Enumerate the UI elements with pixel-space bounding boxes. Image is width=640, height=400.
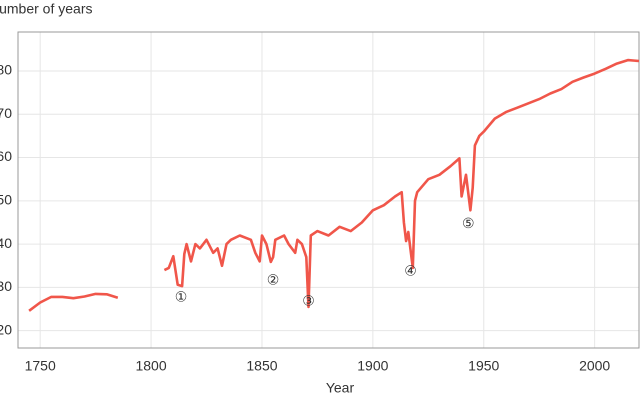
y-tick-label: 70 [0,105,12,121]
x-tick-label: 1800 [135,358,166,374]
plot-frame [17,31,640,349]
chart-title: Number of years [0,1,92,17]
annotation: ④ [404,263,417,279]
x-tick-label: 1900 [357,358,388,374]
y-tick-label: 30 [0,278,12,294]
annotation: ② [267,272,280,288]
data-line [163,58,640,309]
y-tick-label: 60 [0,148,12,164]
annotation: ③ [302,292,315,308]
annotation: ⑤ [462,215,475,231]
y-tick-label: 20 [0,321,12,337]
data-line [28,292,119,312]
y-tick-label: 50 [0,192,12,208]
annotation: ① [175,288,188,304]
y-tick-label: 40 [0,235,12,251]
x-tick-label: 1850 [246,358,277,374]
x-tick-label: 1750 [25,358,56,374]
x-tick-label: 2000 [579,358,610,374]
x-axis-title: Year [326,380,355,396]
y-tick-label: 80 [0,62,12,78]
x-tick-label: 1950 [468,358,499,374]
